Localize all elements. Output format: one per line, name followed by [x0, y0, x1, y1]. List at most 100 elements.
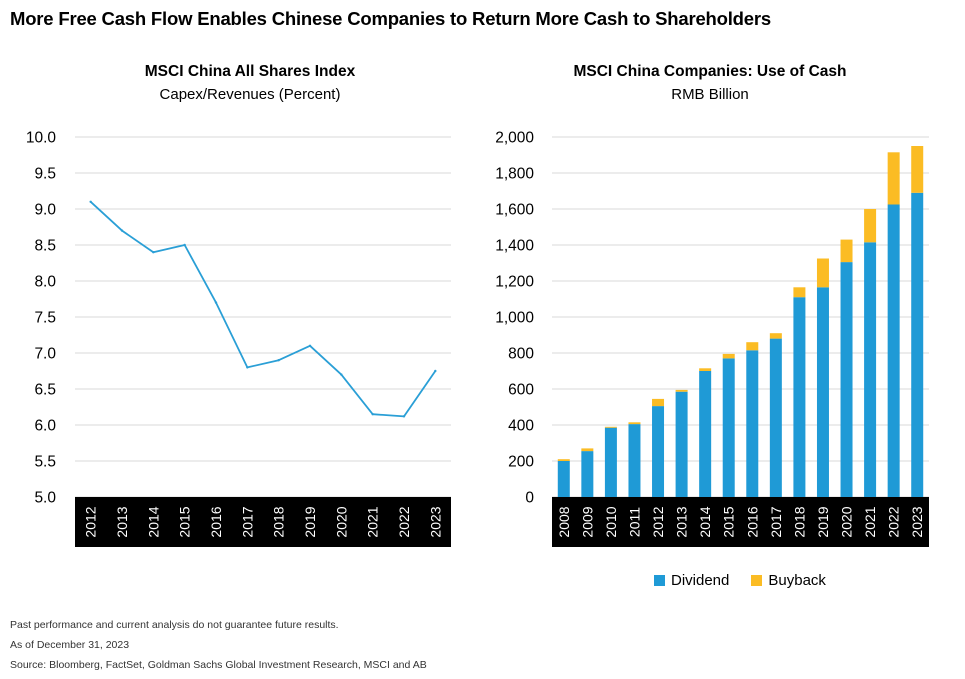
bar-buyback: [864, 209, 877, 243]
footnote-source: Source: Bloomberg, FactSet, Goldman Sach…: [10, 659, 427, 671]
left-y-tick-label: 7.0: [34, 346, 56, 363]
legend-swatch-buyback: [751, 575, 763, 586]
line-point: [214, 301, 218, 304]
bar-dividend: [628, 424, 641, 497]
line-point: [183, 243, 186, 247]
bar-buyback: [769, 333, 782, 339]
left-x-tick-label: 2013: [114, 506, 130, 537]
left-y-tick-label: 10.0: [26, 130, 57, 147]
left-y-tick-label: 6.5: [34, 382, 56, 399]
right-x-tick-label: 2018: [791, 506, 807, 537]
right-y-tick-label: 1,600: [495, 202, 534, 219]
right-x-tick-label: 2022: [886, 506, 902, 537]
right-y-tick-label: 400: [508, 418, 534, 435]
bar-dividend: [911, 192, 924, 498]
left-x-tick-label: 2020: [333, 506, 349, 537]
legend: Dividend Buyback: [654, 572, 848, 589]
left-x-tick-label: 2012: [83, 506, 99, 537]
bar-buyback: [699, 368, 712, 371]
bar-dividend: [675, 391, 688, 497]
bar-dividend: [699, 371, 712, 497]
right-y-tick-label: 0: [525, 490, 534, 507]
right-y-tick-label: 600: [508, 382, 534, 399]
line-point: [340, 373, 343, 376]
line-point: [246, 366, 249, 369]
line-point: [89, 200, 92, 203]
bar-dividend: [722, 358, 735, 497]
right-x-tick-label: 2011: [626, 507, 642, 537]
bar-dividend: [816, 287, 829, 497]
bar-buyback: [793, 287, 806, 298]
right-x-tick-label: 2010: [603, 506, 619, 537]
left-y-tick-label: 8.0: [34, 274, 56, 291]
left-x-axis-band: [75, 497, 451, 547]
right-x-tick-label: 2009: [579, 506, 595, 537]
right-y-tick-label: 200: [508, 454, 534, 471]
line-point: [308, 344, 312, 347]
line-point: [434, 369, 437, 373]
bar-buyback: [840, 239, 853, 263]
right-y-tick-label: 1,800: [495, 166, 534, 183]
left-y-tick-label: 5.0: [34, 490, 56, 507]
line-point: [120, 229, 124, 232]
bar-buyback: [887, 152, 900, 205]
bar-buyback: [652, 398, 665, 407]
right-x-tick-label: 2016: [744, 506, 760, 537]
right-chart-title: MSCI China Companies: Use of Cash: [573, 63, 847, 80]
bar-dividend: [769, 338, 782, 497]
right-chart-subtitle: RMB Billion: [671, 86, 749, 103]
right-y-tick-label: 1,000: [495, 310, 534, 327]
right-x-axis-band: [552, 497, 929, 547]
right-x-tick-label: 2015: [721, 506, 737, 537]
bar-buyback: [557, 459, 570, 461]
footnotes: Past performance and current analysis do…: [10, 619, 427, 679]
right-x-tick-label: 2014: [697, 506, 713, 537]
right-x-tick-label: 2021: [862, 506, 878, 537]
bar-dividend: [746, 350, 759, 497]
right-x-tick-label: 2020: [839, 506, 855, 537]
left-x-tick-label: 2014: [145, 506, 161, 537]
bar-buyback: [675, 389, 688, 392]
right-y-tick-label: 1,400: [495, 238, 534, 255]
right-x-tick-label: 2017: [768, 506, 784, 537]
bar-buyback: [722, 353, 735, 359]
right-x-tick-label: 2008: [556, 506, 572, 537]
right-y-tick-label: 800: [508, 346, 534, 363]
right-x-tick-label: 2012: [650, 506, 666, 537]
right-y-tick-label: 1,200: [495, 274, 534, 291]
legend-swatch-dividend: [654, 575, 665, 586]
bar-dividend: [557, 461, 570, 497]
line-point: [277, 359, 280, 362]
page-title: More Free Cash Flow Enables Chinese Comp…: [10, 8, 771, 29]
left-x-tick-label: 2023: [427, 506, 443, 537]
line-point: [371, 413, 374, 416]
bar-buyback: [604, 426, 617, 428]
bar-dividend: [793, 297, 806, 497]
right-x-tick-label: 2023: [909, 506, 925, 537]
legend-label-dividend: Dividend: [671, 572, 730, 589]
left-x-tick-label: 2022: [396, 506, 412, 537]
left-chart-subtitle: Capex/Revenues (Percent): [159, 86, 341, 103]
left-chart-title: MSCI China All Shares Index: [144, 63, 356, 80]
left-y-tick-label: 5.5: [34, 454, 56, 471]
left-y-tick-label: 7.5: [34, 310, 56, 327]
left-x-tick-label: 2018: [271, 506, 287, 537]
left-y-tick-label: 8.5: [34, 238, 56, 255]
line-series-capex-revenues: [90, 201, 437, 418]
left-x-tick-label: 2015: [177, 506, 193, 537]
left-y-tick-label: 9.0: [34, 202, 56, 219]
bar-buyback: [911, 146, 924, 193]
bar-buyback: [628, 422, 641, 425]
left-y-tick-label: 6.0: [34, 418, 56, 435]
bar-dividend: [604, 427, 617, 497]
left-x-tick-label: 2016: [208, 506, 224, 537]
legend-label-buyback: Buyback: [768, 572, 826, 589]
left-x-tick-label: 2021: [365, 506, 381, 537]
footnote-disclaimer: Past performance and current analysis do…: [10, 619, 339, 631]
left-y-tick-label: 9.5: [34, 166, 56, 183]
bar-buyback: [746, 342, 759, 351]
bar-dividend: [652, 406, 665, 497]
right-x-tick-label: 2013: [674, 506, 690, 537]
line-point: [402, 415, 406, 418]
